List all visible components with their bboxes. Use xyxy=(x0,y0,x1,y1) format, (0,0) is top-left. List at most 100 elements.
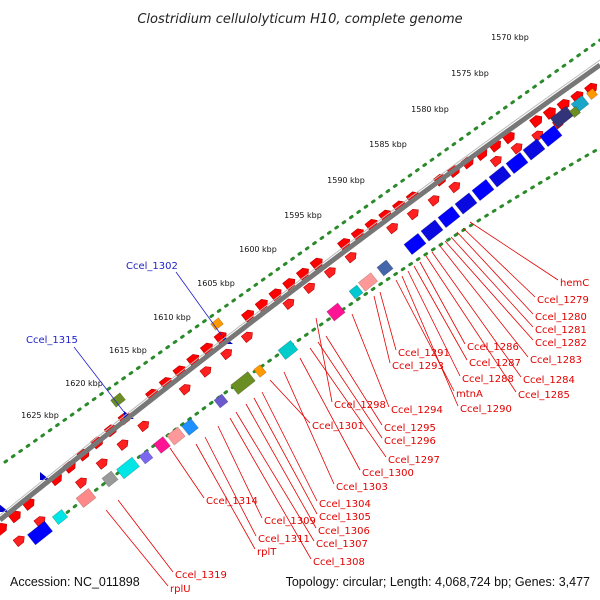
cyan-gene-block xyxy=(277,339,299,361)
gene-leader-line xyxy=(283,371,335,485)
gene-label: Ccel_1301 xyxy=(312,421,364,432)
gene-leader-line xyxy=(169,447,205,499)
gene-leader-line xyxy=(261,391,318,502)
gene-label: Ccel_1296 xyxy=(384,436,436,447)
gene-leader-line xyxy=(395,279,455,392)
ruler-tick-label: 1570 kbp xyxy=(491,33,529,42)
gene-arrow xyxy=(303,282,315,295)
blue-gene-block xyxy=(420,219,444,242)
gene-leader-line xyxy=(419,261,466,345)
blue-gene-block xyxy=(522,138,546,161)
accession-text: Accession: NC_011898 xyxy=(10,575,140,589)
gene-label: Ccel_1304 xyxy=(319,499,371,510)
blue-gene-block xyxy=(181,418,199,436)
gene-arrow xyxy=(116,439,129,451)
gene-leader-line xyxy=(105,509,169,587)
gene-leader-line xyxy=(407,270,461,377)
gene-arrow xyxy=(199,366,212,378)
gene-label: Ccel_1284 xyxy=(523,375,575,386)
gene-arrow xyxy=(448,181,461,194)
ruler-tick-label: 1580 kbp xyxy=(411,105,449,114)
cyan-gene-block xyxy=(51,508,69,526)
inner-ruler-dots xyxy=(58,146,600,520)
gene-label: Ccel_1309 xyxy=(264,516,316,527)
outer-ruler-dots xyxy=(3,38,600,464)
gene-arrow xyxy=(0,522,7,536)
gene-leader-line xyxy=(175,271,223,337)
ruler-tick-label: 1625 kbp xyxy=(21,411,59,420)
pink-gene-block xyxy=(166,426,186,446)
gene-label: Ccel_1285 xyxy=(518,390,570,401)
gene-label: Ccel_1305 xyxy=(319,512,371,523)
gene-leader-line xyxy=(317,341,383,439)
ruler-tick-label: 1590 kbp xyxy=(327,176,365,185)
gene-leader-line xyxy=(351,313,390,408)
map-title: Clostridium cellulolyticum H10, complete… xyxy=(137,12,462,27)
gene-label: Ccel_1300 xyxy=(362,468,414,479)
gene-leader-line xyxy=(253,397,318,515)
gene-arrow xyxy=(12,535,25,547)
gene-arrow xyxy=(406,208,419,221)
gene-label: Ccel_1288 xyxy=(462,374,514,385)
gene-arrow xyxy=(75,477,87,489)
gene-leader-line xyxy=(309,347,387,458)
gene-label: rplT xyxy=(257,547,277,558)
ruler-tick-label: 1575 kbp xyxy=(451,69,489,78)
gene-label: Ccel_1297 xyxy=(388,455,440,466)
gene-leader-line xyxy=(379,291,397,351)
gene-arrow xyxy=(323,267,336,279)
gene-label: Ccel_1282 xyxy=(535,338,587,349)
ruler-tick-label: 1595 kbp xyxy=(284,211,322,220)
gray-gene-block xyxy=(101,470,119,488)
ruler-tick-label: 1605 kbp xyxy=(197,279,235,288)
gene-label: Ccel_1294 xyxy=(391,405,443,416)
reverse-gene-arrow xyxy=(40,472,50,480)
ruler-tick-label: 1610 kbp xyxy=(153,313,191,322)
genome-summary-text: Topology: circular; Length: 4,068,724 bp… xyxy=(286,575,590,589)
blue-gene-block xyxy=(471,178,495,202)
gene-leader-line xyxy=(229,417,312,560)
backbone-highlight xyxy=(0,59,600,516)
pink-gene-block xyxy=(357,272,379,292)
blue-gene-block xyxy=(505,151,529,175)
gene-leader-line xyxy=(299,357,361,471)
olive-gene-block xyxy=(230,371,256,395)
gene-label: Ccel_1279 xyxy=(537,295,589,306)
gene-leader-line xyxy=(444,240,534,341)
gene-label: Ccel_1293 xyxy=(392,361,444,372)
gene-leader-line xyxy=(73,346,125,413)
gene-label: Ccel_1302 xyxy=(126,261,178,272)
blue-gene-block xyxy=(26,520,54,546)
gene-arrow xyxy=(542,107,556,120)
gene-label: Ccel_1303 xyxy=(336,482,388,493)
gene-arrow xyxy=(33,516,46,528)
gene-arrow xyxy=(427,195,440,207)
gene-label: Ccel_1319 xyxy=(175,570,227,581)
gene-label: Ccel_1280 xyxy=(535,312,587,323)
gene-arrow xyxy=(95,458,108,470)
gene-label: Ccel_1291 xyxy=(398,348,450,359)
gene-arrow xyxy=(510,143,523,155)
gene-leader-line xyxy=(413,265,468,361)
gene-leader-line xyxy=(401,275,459,407)
olive-gene-block xyxy=(110,392,126,408)
slateblue-gene-block xyxy=(138,449,154,465)
gene-label: Ccel_1311 xyxy=(258,534,310,545)
olive-gene-block xyxy=(568,105,582,119)
label-layer: hemC Ccel_1279 Ccel_1280 Ccel_1281 Ccel_1282… xyxy=(26,221,589,595)
cyan-gene-block xyxy=(348,284,364,300)
magenta-gene-block xyxy=(153,436,171,454)
gene-label: Ccel_1283 xyxy=(530,355,582,366)
magenta-gene-block xyxy=(326,302,346,322)
blue-gene-block xyxy=(454,192,478,215)
gene-label: Ccel_1308 xyxy=(313,557,365,568)
gene-arrow xyxy=(220,348,233,361)
steelblue-gene-block xyxy=(376,259,394,277)
blue-gene-block xyxy=(437,205,461,229)
gene-leader-line xyxy=(456,231,534,315)
gene-label: Ccel_1307 xyxy=(316,539,368,550)
gene-label: rplU xyxy=(170,584,191,595)
gene-leader-line xyxy=(469,221,559,281)
